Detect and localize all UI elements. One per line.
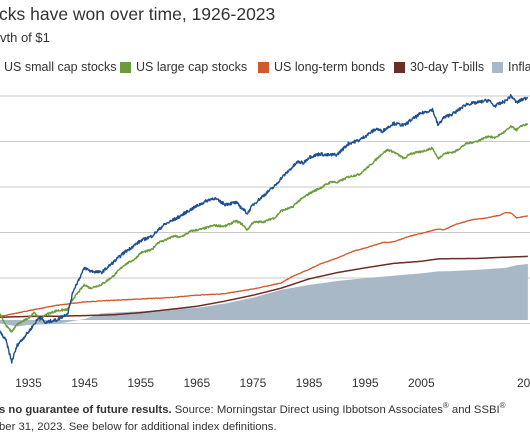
chart-legend: US small cap stocks US large cap stocks …	[0, 59, 530, 75]
x-tick-label: 1975	[240, 376, 267, 390]
x-tick-label: 1995	[352, 376, 379, 390]
x-tick-label: 1945	[71, 376, 98, 390]
legend-label-inflation: Inflation	[508, 60, 530, 74]
x-tick-label: 1935	[15, 376, 42, 390]
series-line-tbills	[0, 255, 529, 319]
legend-swatch-tbills	[394, 61, 405, 73]
gridlines	[0, 95, 530, 324]
footnote-disclaimer: s no guarantee of future results.	[0, 404, 172, 416]
chart-title: cks have won over time, 1926-2023	[0, 4, 276, 24]
legend-label-large-cap: US large cap stocks	[136, 60, 248, 74]
x-tick-label: 1955	[127, 376, 154, 390]
footnote-source-ssbi: and SSBI	[448, 404, 500, 416]
legend-swatch-large-cap	[120, 61, 131, 73]
legend-item-tbills: 30-day T-bills	[394, 59, 484, 75]
series-lines-layer	[0, 93, 529, 364]
inflation-area	[0, 264, 528, 327]
chart-subtitle: vth of $1	[0, 30, 50, 45]
x-tick-label: 2005	[408, 376, 435, 390]
line-chart: 1935 1945 1955 1965 1975 1985 1995 2005 20	[0, 93, 530, 390]
legend-item-inflation: Inflation	[492, 59, 530, 75]
footnote-registered-mark: ®	[442, 401, 449, 411]
footnote-source: Source: Morningstar Direct using Ibbotso…	[171, 404, 443, 416]
footnote-registered-mark-2: ®	[499, 401, 506, 411]
series-line-small-cap	[0, 93, 529, 364]
legend-swatch-bonds	[258, 61, 269, 73]
inflation-area-layer	[0, 264, 528, 327]
x-tick-label: 20	[517, 376, 530, 390]
legend-label-tbills: 30-day T-bills	[410, 60, 485, 74]
legend-label-bonds: US long-term bonds	[274, 60, 386, 74]
legend-item-large-cap: US large cap stocks	[120, 59, 247, 75]
footnote-date-line: ber 31, 2023. See below for additional i…	[0, 421, 277, 433]
x-axis-tick-labels: 1935 1945 1955 1965 1975 1985 1995 2005 20	[15, 376, 530, 390]
legend-item-small-cap: US small cap stocks	[0, 59, 117, 75]
legend-item-bonds: US long-term bonds	[258, 59, 385, 75]
legend-label-small-cap: US small cap stocks	[4, 60, 117, 74]
legend-swatch-inflation	[492, 61, 503, 73]
footnote: s no guarantee of future results. Source…	[0, 402, 530, 436]
x-tick-label: 1965	[183, 376, 210, 390]
x-tick-label: 1985	[296, 376, 323, 390]
